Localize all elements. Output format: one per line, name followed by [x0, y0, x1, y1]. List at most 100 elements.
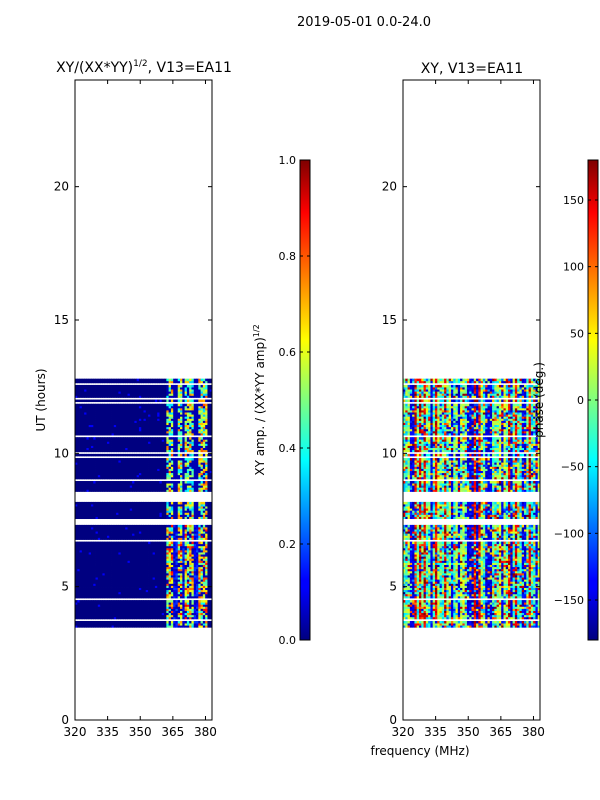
- heatmap-cell: [132, 589, 135, 593]
- heatmap-cell: [109, 437, 112, 440]
- heatmap-cell: [157, 579, 160, 582]
- heatmap-cell: [159, 524, 163, 528]
- heatmap-cell: [159, 476, 163, 480]
- heatmap-cell: [122, 602, 126, 605]
- heatmap-cell: [157, 468, 160, 471]
- heatmap-cell: [79, 529, 83, 532]
- heatmap-cell: [168, 449, 172, 453]
- heatmap-cell: [88, 443, 92, 446]
- heatmap-cell: [164, 439, 167, 442]
- heatmap-cell: [180, 426, 183, 430]
- heatmap-cell: [198, 506, 201, 509]
- heatmap-cell: [164, 602, 167, 605]
- heatmap-cell: [106, 483, 110, 486]
- heatmap-cell: [81, 606, 85, 609]
- heatmap-cell: [170, 577, 174, 580]
- heatmap-cell: [97, 608, 101, 611]
- heatmap-cell: [138, 623, 142, 626]
- heatmap-cell: [116, 589, 119, 593]
- heatmap-cell: [170, 616, 174, 620]
- heatmap-cell: [104, 570, 108, 574]
- heatmap-cell: [97, 620, 101, 624]
- heatmap-cell: [88, 612, 92, 616]
- heatmap-cell: [113, 625, 117, 628]
- heatmap-cell: [184, 483, 188, 486]
- heatmap-cell: [177, 623, 181, 626]
- heatmap-cell: [97, 531, 101, 534]
- heatmap-cell: [173, 554, 176, 557]
- heatmap-cell: [186, 581, 190, 584]
- heatmap-cell: [152, 549, 156, 553]
- heatmap-cell: [125, 501, 128, 505]
- heatmap-cell: [86, 549, 90, 553]
- heatmap-cell: [111, 547, 115, 551]
- heatmap-cell: [191, 593, 195, 597]
- heatmap-cell: [116, 545, 119, 549]
- heatmap-cell: [132, 587, 135, 591]
- heatmap-cell: [120, 476, 124, 480]
- heatmap-cell: [191, 589, 195, 593]
- heatmap-cell: [111, 541, 115, 545]
- heatmap-cell: [106, 602, 110, 605]
- heatmap-cell: [205, 612, 208, 616]
- heatmap-cell: [168, 549, 172, 553]
- heatmap-cell: [127, 441, 131, 444]
- heatmap-cell: [95, 575, 99, 578]
- heatmap-cell: [127, 568, 131, 572]
- heatmap-cell: [127, 504, 131, 507]
- heatmap-cell: [93, 487, 96, 490]
- heatmap-cell: [170, 526, 174, 530]
- heatmap-cell: [189, 606, 192, 609]
- heatmap-cell: [136, 541, 140, 545]
- heatmap-cell: [95, 462, 99, 465]
- heatmap-cell: [129, 483, 133, 486]
- heatmap-cell: [104, 581, 108, 584]
- heatmap-cell: [93, 504, 96, 507]
- heatmap-cell: [196, 508, 199, 511]
- heatmap-cell: [175, 470, 179, 474]
- heatmap-cell: [166, 504, 170, 507]
- heatmap-cell: [170, 600, 174, 603]
- heatmap-cell: [180, 554, 183, 557]
- heatmap-cell: [109, 466, 112, 469]
- heatmap-cell: [81, 483, 85, 486]
- heatmap-cell: [154, 483, 158, 486]
- heatmap-cell: [145, 610, 149, 614]
- heatmap-cell: [207, 504, 211, 507]
- heatmap-cell: [157, 606, 160, 609]
- heatmap-cell: [93, 501, 96, 505]
- heatmap-cell: [116, 481, 119, 484]
- heatmap-cell: [164, 506, 167, 509]
- heatmap-cell: [196, 595, 199, 599]
- heatmap-cell: [86, 572, 90, 576]
- heatmap-cell: [196, 604, 199, 607]
- heatmap-cell: [157, 501, 160, 505]
- heatmap-cell: [205, 462, 208, 465]
- heatmap-cell: [191, 458, 195, 461]
- heatmap-cell: [205, 422, 208, 426]
- heatmap-cell: [77, 487, 80, 490]
- heatmap-cell: [196, 560, 199, 563]
- heatmap-cell: [109, 458, 112, 461]
- heatmap-cell: [127, 508, 131, 511]
- heatmap-cell: [157, 625, 160, 628]
- heatmap-cell: [186, 606, 190, 609]
- heatmap-cell: [207, 529, 211, 532]
- heatmap-cell: [177, 572, 181, 576]
- heatmap-cell: [90, 579, 94, 582]
- heatmap-cell: [182, 606, 185, 609]
- heatmap-cell: [152, 462, 156, 465]
- heatmap-cell: [136, 508, 140, 511]
- heatmap-cell: [104, 464, 108, 467]
- heatmap-cell: [193, 545, 197, 549]
- heatmap-cell: [75, 604, 78, 607]
- heatmap-cell: [95, 468, 99, 471]
- heatmap-cell: [95, 564, 99, 568]
- heatmap-cell: [184, 470, 188, 474]
- heatmap-cell: [109, 447, 112, 451]
- heatmap-cell: [198, 560, 201, 563]
- heatmap-cell: [150, 512, 154, 515]
- heatmap-cell: [159, 577, 163, 580]
- heatmap-cell: [196, 529, 199, 532]
- heatmap-cell: [180, 595, 183, 599]
